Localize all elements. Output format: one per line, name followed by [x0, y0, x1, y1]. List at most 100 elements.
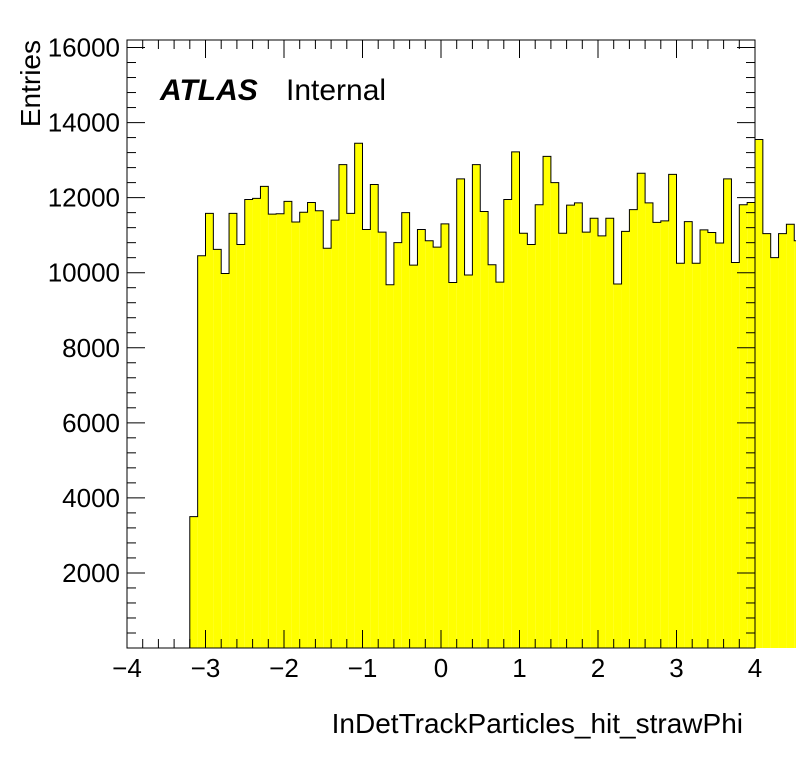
histogram-bar [221, 273, 230, 648]
histogram-bar [229, 213, 237, 649]
histogram-bar [590, 218, 598, 648]
y-axis-title: Entries [15, 40, 46, 127]
histogram-bar [574, 202, 583, 648]
histogram-bar [692, 263, 701, 648]
y-tick-label: 4000 [62, 483, 120, 513]
y-tick-label: 8000 [62, 333, 120, 363]
histogram-bar [276, 213, 284, 649]
histogram-bar [386, 284, 394, 648]
x-tick-label: −1 [348, 653, 378, 683]
y-tick-label: 10000 [48, 258, 120, 288]
histogram-bar [747, 202, 755, 648]
histogram-bar [519, 233, 528, 649]
histogram-bar [315, 210, 324, 648]
histogram-bar [213, 249, 222, 648]
histogram-bar [566, 205, 575, 648]
histogram-bar [307, 202, 316, 648]
histogram-bar [652, 222, 661, 648]
histogram-bar [417, 229, 426, 648]
histogram-bar [205, 213, 214, 649]
histogram-bar [362, 229, 371, 648]
histogram-bar [660, 220, 669, 649]
histogram-bar [291, 222, 300, 648]
histogram-bar [441, 223, 449, 648]
histogram-bar [244, 199, 253, 649]
x-tick-label: −2 [269, 653, 299, 683]
histogram-bar [543, 156, 551, 648]
histogram-bar [770, 257, 779, 648]
histogram-bar [268, 214, 277, 649]
histogram-bar [598, 235, 606, 648]
histogram-bar [700, 229, 708, 648]
histogram-bar [731, 262, 740, 648]
y-tick-label: 12000 [48, 183, 120, 213]
y-tick-label: 16000 [48, 33, 120, 63]
x-tick-labels: −4 −3 −2 −1 0 1 2 3 4 [112, 653, 762, 683]
histogram-bar [236, 244, 245, 648]
histogram-bar [480, 211, 489, 648]
histogram-bar [762, 233, 771, 649]
internal-label: Internal [286, 74, 386, 107]
histogram-bar [582, 232, 591, 648]
x-tick-label: 2 [591, 653, 605, 683]
x-tick-label: −3 [191, 653, 221, 683]
x-axis-title: InDetTrackParticles_hit_strawPhi [332, 708, 743, 739]
histogram-bar [346, 213, 355, 649]
histogram-bar [252, 198, 261, 648]
histogram-bar [558, 233, 567, 649]
histogram-bar [778, 233, 787, 649]
histogram-bar [684, 221, 693, 648]
histogram-bar [448, 282, 457, 648]
histogram-bar [676, 263, 685, 648]
histogram-bar [197, 255, 206, 648]
histogram-bar [755, 139, 763, 648]
histogram-bar [393, 242, 402, 648]
histogram-bar [331, 220, 339, 649]
histogram-bar [668, 174, 677, 649]
x-tick-label: 3 [669, 653, 683, 683]
histogram-bar [503, 199, 512, 649]
histogram-bar [354, 143, 363, 648]
histogram-bar [370, 184, 379, 648]
y-tick-labels: 2000 4000 6000 8000 10000 12000 14000 16000 [48, 33, 120, 588]
histogram-bars [189, 138, 796, 649]
x-tick-label: −4 [112, 653, 142, 683]
histogram-outline [189, 138, 796, 648]
histogram-bar [621, 231, 630, 648]
histogram-bar [488, 264, 496, 648]
histogram-bar [378, 232, 387, 648]
histogram-bar [629, 209, 638, 648]
histogram-bar [535, 204, 544, 648]
histogram-bar [495, 282, 504, 648]
histogram-bar [409, 265, 418, 648]
x-tick-label: 0 [434, 653, 448, 683]
histogram-bar [550, 182, 559, 648]
y-tick-label: 6000 [62, 408, 120, 438]
histogram-bar [260, 186, 269, 649]
histogram-bar [189, 516, 198, 648]
histogram-bar [613, 283, 622, 648]
histogram-bar [637, 173, 646, 649]
histogram-bar [456, 178, 465, 648]
axis-ticks [126, 40, 756, 648]
histogram-bar [299, 212, 308, 648]
x-tick-label: 4 [748, 653, 762, 683]
histogram-bar [739, 204, 748, 648]
histogram-bar [707, 232, 716, 649]
histogram-bar [338, 164, 347, 648]
histogram-bar [425, 240, 434, 648]
y-tick-label: 2000 [62, 558, 120, 588]
histogram-bar [645, 202, 653, 648]
histogram-bar [464, 274, 473, 648]
histogram-bar [605, 218, 614, 648]
histogram-bar [527, 244, 536, 648]
histogram-bar [715, 243, 724, 648]
histogram-bar [472, 164, 481, 648]
histogram-bar [786, 224, 795, 648]
atlas-label: ATLAS [159, 74, 258, 107]
histogram-bar [284, 201, 292, 648]
histogram-bar [433, 247, 441, 649]
x-tick-label: 1 [512, 653, 526, 683]
histogram-bar [723, 178, 732, 648]
